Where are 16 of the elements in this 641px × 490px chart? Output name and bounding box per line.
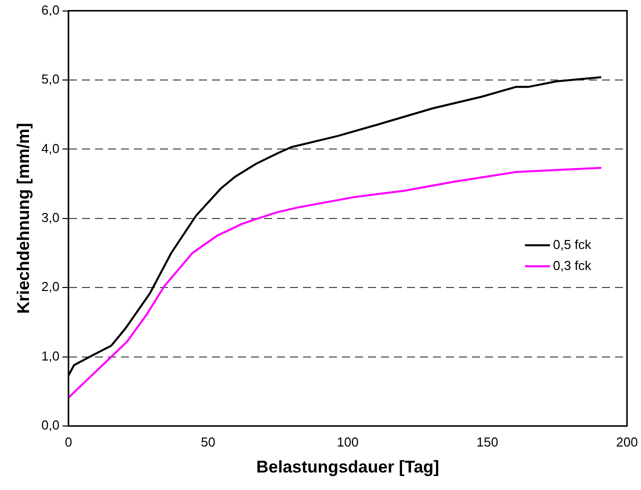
x-tick-label: 100 xyxy=(336,434,359,450)
y-tick-label: 3,0 xyxy=(41,210,60,225)
x-tick-label: 200 xyxy=(616,434,638,450)
y-tick-label: 1,0 xyxy=(41,348,60,364)
y-tick-label: 4,0 xyxy=(41,140,60,156)
legend-label: 0,5 fck xyxy=(553,236,592,252)
x-tick-label: 50 xyxy=(200,434,216,450)
x-axis-title: Belastungsdauer [Tag] xyxy=(256,457,440,476)
y-tick-label: 6,0 xyxy=(41,2,60,18)
y-tick-label: 5,0 xyxy=(41,72,60,87)
y-tick-label: 2,0 xyxy=(41,279,60,294)
y-tick-label: 0,0 xyxy=(41,418,60,433)
x-tick-label: 0 xyxy=(64,434,72,450)
y-axis-title: Kriechdehnung [mm/m] xyxy=(14,123,33,314)
x-tick-label: 150 xyxy=(476,434,498,450)
legend-label: 0,3 fck xyxy=(553,258,592,273)
